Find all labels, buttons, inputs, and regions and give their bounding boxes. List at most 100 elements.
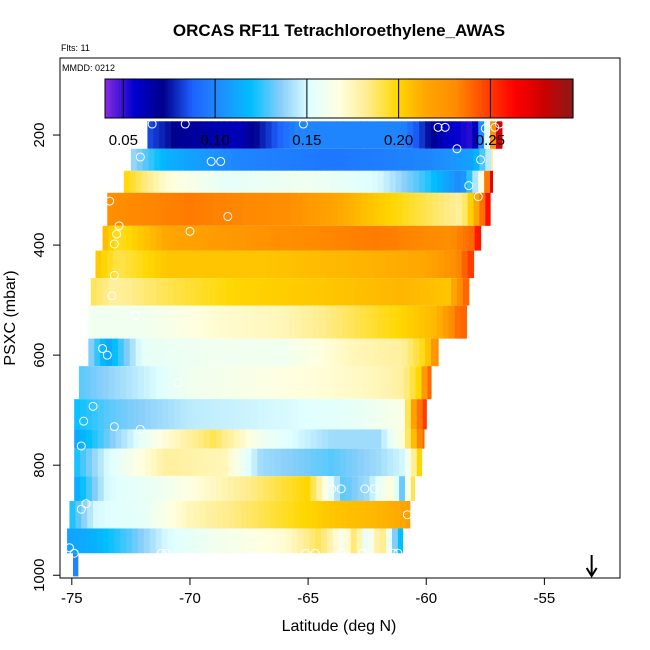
heatmap-cell: [286, 399, 294, 430]
heatmap-cell: [188, 338, 196, 367]
heatmap-cell: [142, 148, 150, 171]
heatmap-cell: [363, 448, 371, 477]
heatmap-cell: [399, 429, 406, 449]
heatmap-cell: [460, 121, 468, 149]
heatmap-cell: [108, 528, 115, 554]
colorbar-swatch: [413, 79, 417, 118]
heatmap-cell: [324, 338, 332, 367]
heatmap-cell: [165, 338, 172, 367]
heatmap-cell: [355, 148, 362, 171]
heatmap-cell: [102, 278, 110, 306]
colorbar-swatch: [392, 79, 396, 118]
colorbar-swatch: [448, 79, 452, 118]
heatmap-cell: [386, 225, 393, 251]
colorbar-swatch: [374, 79, 378, 118]
heatmap-cell: [224, 338, 231, 367]
heatmap-cell: [292, 448, 300, 477]
heatmap-cell: [328, 476, 335, 501]
colorbar-swatch: [231, 79, 235, 118]
heatmap-cell: [109, 448, 117, 477]
heatmap-cell: [393, 476, 400, 501]
heatmap-cell: [101, 250, 108, 279]
colorbar-swatch: [456, 79, 459, 118]
heatmap-cell: [168, 399, 176, 430]
heatmap-cell: [208, 278, 216, 306]
heatmap-cell: [345, 399, 353, 430]
heatmap-cell: [425, 338, 432, 367]
heatmap-cell: [91, 476, 99, 501]
heatmap-cell: [90, 278, 98, 306]
colorbar-swatch: [523, 79, 527, 118]
heatmap-cell: [137, 278, 145, 306]
colorbar-swatch: [360, 79, 363, 118]
heatmap-cell: [374, 225, 381, 251]
heatmap-cell: [327, 528, 334, 554]
heatmap-cell: [410, 429, 418, 449]
heatmap-cell: [178, 250, 185, 279]
heatmap-cell: [332, 225, 340, 251]
heatmap-cell: [433, 225, 440, 251]
heatmap-cell: [100, 305, 107, 339]
heatmap-cell: [467, 148, 475, 171]
colorbar-swatch: [484, 79, 488, 118]
colorbar-swatch: [172, 79, 176, 118]
heatmap-cell: [408, 192, 416, 226]
heatmap-cell: [147, 305, 154, 339]
heatmap-cell: [310, 448, 317, 477]
heatmap-cell: [377, 170, 385, 193]
heatmap-cell: [311, 500, 319, 529]
heatmap-cell: [387, 476, 394, 501]
heatmap-cell: [297, 366, 304, 400]
heatmap-cell: [249, 148, 256, 171]
heatmap-cell: [432, 148, 439, 171]
sample-point: [107, 291, 117, 301]
heatmap-cell: [297, 278, 304, 306]
heatmap-cell: [340, 429, 347, 449]
heatmap-cell: [384, 250, 392, 279]
heatmap-cell: [227, 429, 235, 449]
heatmap-cell: [380, 528, 387, 554]
heatmap-cell: [485, 148, 492, 171]
colorbar-swatch: [463, 79, 466, 118]
heatmap-cell: [439, 225, 446, 251]
heatmap-cell: [302, 192, 309, 226]
heatmap-cell: [110, 500, 118, 529]
heatmap-cell: [202, 528, 210, 554]
sample-point: [369, 484, 379, 494]
heatmap-cell: [179, 278, 186, 306]
heatmap-cell: [189, 148, 197, 171]
heatmap-cell: [137, 366, 145, 400]
heatmap-cell: [184, 250, 191, 279]
heatmap-band: [123, 170, 493, 193]
sample-point: [310, 548, 320, 558]
heatmap-cell: [173, 278, 180, 306]
heatmap-cell: [162, 448, 170, 477]
heatmap-cell: [360, 305, 367, 339]
heatmap-cell: [343, 192, 351, 226]
heatmap-cell: [129, 338, 137, 367]
heatmap-cell: [371, 121, 379, 149]
sample-point: [357, 548, 367, 558]
heatmap-cell: [166, 148, 173, 171]
heatmap-cell: [206, 338, 214, 367]
colorbar-swatch: [561, 79, 565, 118]
colorbar-swatch: [439, 79, 443, 118]
heatmap-cell: [214, 528, 222, 554]
heatmap-cell: [91, 399, 99, 430]
heatmap-cell: [197, 278, 204, 306]
heatmap-cell: [266, 148, 274, 171]
heatmap-cell: [226, 366, 234, 400]
heatmap-cell: [330, 121, 338, 149]
colorbar-swatch: [137, 79, 141, 118]
heatmap-cell: [262, 366, 269, 400]
heatmap-cell: [467, 192, 475, 226]
heatmap-cell: [367, 250, 374, 279]
heatmap-cell: [391, 225, 399, 251]
heatmap-cell: [338, 366, 346, 400]
colorbar-swatch: [467, 79, 471, 118]
colorbar-swatch: [147, 79, 151, 118]
heatmap-cell: [330, 170, 338, 193]
sample-point: [393, 548, 403, 558]
heatmap-cell: [340, 399, 347, 430]
heatmap-cell: [409, 278, 417, 306]
